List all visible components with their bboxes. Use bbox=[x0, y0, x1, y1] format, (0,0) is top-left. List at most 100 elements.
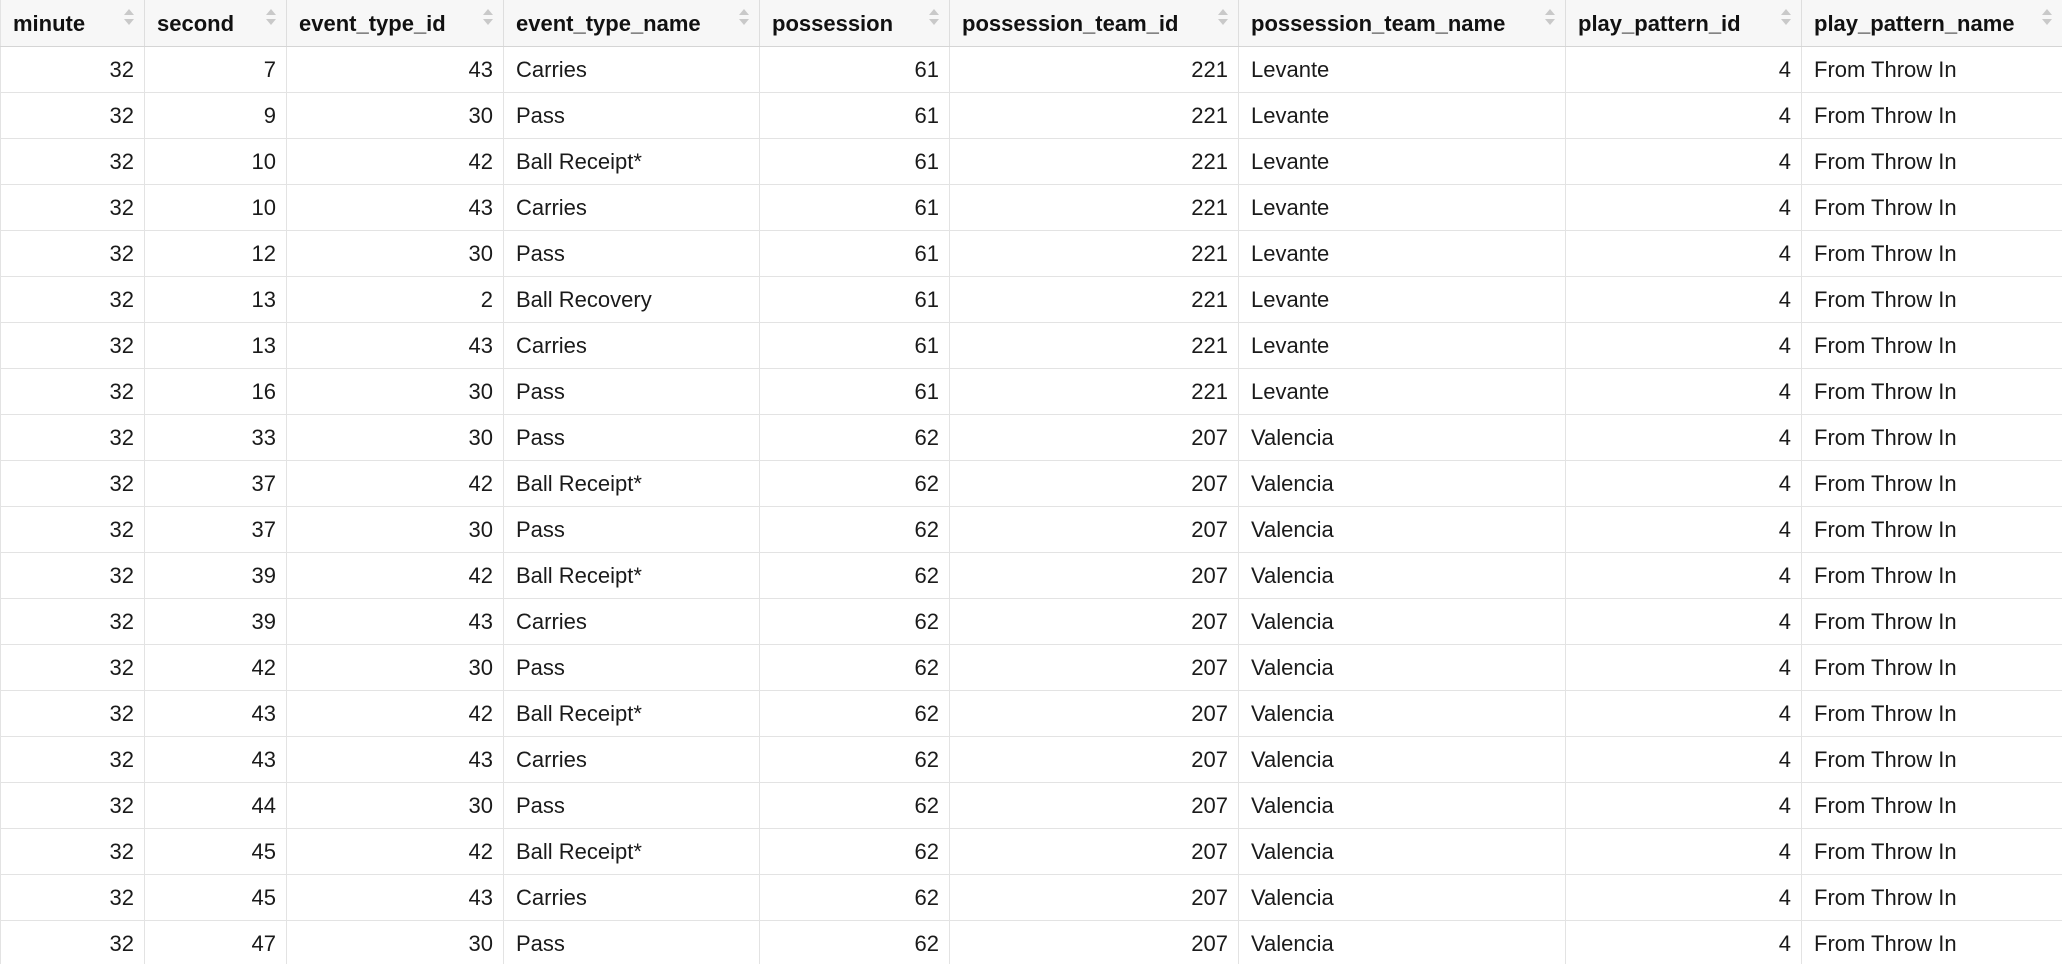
cell-play-pattern-id: 4 bbox=[1565, 322, 1802, 369]
cell-possession-team-id: 207 bbox=[949, 552, 1239, 599]
cell-play-pattern-id: 4 bbox=[1565, 598, 1802, 645]
sort-arrows-icon[interactable] bbox=[929, 9, 939, 33]
cell-play-pattern-id: 4 bbox=[1565, 644, 1802, 691]
cell-possession-team-id: 207 bbox=[949, 644, 1239, 691]
cell-event-type-id: 30 bbox=[286, 230, 504, 277]
cell-possession: 62 bbox=[759, 598, 950, 645]
cell-second: 33 bbox=[144, 414, 287, 461]
cell-event-type-id: 43 bbox=[286, 736, 504, 783]
column-header-possession[interactable]: possession bbox=[759, 0, 950, 47]
sort-arrows-icon[interactable] bbox=[2042, 9, 2052, 33]
table-row: 32 33 30 Pass 62 207 Valencia 4 From Throw In bbox=[0, 414, 2062, 461]
column-header-possession-team-id[interactable]: possession_team_id bbox=[949, 0, 1239, 47]
cell-event-type-name: Pass bbox=[503, 230, 760, 277]
sort-arrows-icon[interactable] bbox=[1781, 9, 1791, 33]
cell-possession-team-name: Levante bbox=[1238, 322, 1566, 369]
cell-possession-team-id: 207 bbox=[949, 460, 1239, 507]
cell-possession-team-name: Levante bbox=[1238, 276, 1566, 323]
column-header-label: possession_team_name bbox=[1251, 10, 1506, 36]
cell-second: 45 bbox=[144, 828, 287, 875]
cell-play-pattern-name: From Throw In bbox=[1801, 276, 2062, 323]
cell-play-pattern-name: From Throw In bbox=[1801, 184, 2062, 231]
cell-second: 13 bbox=[144, 322, 287, 369]
cell-possession: 62 bbox=[759, 782, 950, 829]
column-header-event-type-id[interactable]: event_type_id bbox=[286, 0, 504, 47]
sort-arrows-icon[interactable] bbox=[266, 9, 276, 33]
cell-minute: 32 bbox=[0, 322, 145, 369]
cell-play-pattern-id: 4 bbox=[1565, 368, 1802, 415]
cell-play-pattern-name: From Throw In bbox=[1801, 230, 2062, 277]
sort-arrows-icon[interactable] bbox=[124, 9, 134, 33]
column-header-event-type-name[interactable]: event_type_name bbox=[503, 0, 760, 47]
column-header-minute[interactable]: minute bbox=[0, 0, 145, 47]
column-header-play-pattern-name[interactable]: play_pattern_name bbox=[1801, 0, 2062, 47]
cell-play-pattern-id: 4 bbox=[1565, 690, 1802, 737]
cell-event-type-id: 30 bbox=[286, 506, 504, 553]
cell-possession-team-name: Valencia bbox=[1238, 920, 1566, 964]
cell-event-type-id: 42 bbox=[286, 690, 504, 737]
column-header-possession-team-name[interactable]: possession_team_name bbox=[1238, 0, 1566, 47]
cell-minute: 32 bbox=[0, 368, 145, 415]
table-header: minute second event_type_id event_type_name… bbox=[0, 0, 2062, 47]
cell-second: 7 bbox=[144, 46, 287, 93]
column-header-second[interactable]: second bbox=[144, 0, 287, 47]
cell-event-type-name: Pass bbox=[503, 782, 760, 829]
cell-minute: 32 bbox=[0, 276, 145, 323]
cell-event-type-name: Ball Receipt* bbox=[503, 460, 760, 507]
column-header-label: possession bbox=[772, 10, 894, 36]
sort-arrows-icon[interactable] bbox=[739, 9, 749, 33]
cell-event-type-id: 30 bbox=[286, 368, 504, 415]
cell-possession: 62 bbox=[759, 874, 950, 921]
sort-arrows-icon[interactable] bbox=[483, 9, 493, 33]
table-row: 32 9 30 Pass 61 221 Levante 4 From Throw In bbox=[0, 92, 2062, 139]
cell-play-pattern-id: 4 bbox=[1565, 230, 1802, 277]
cell-second: 10 bbox=[144, 138, 287, 185]
cell-second: 9 bbox=[144, 92, 287, 139]
cell-play-pattern-id: 4 bbox=[1565, 184, 1802, 231]
cell-possession-team-id: 221 bbox=[949, 276, 1239, 323]
cell-possession: 61 bbox=[759, 138, 950, 185]
cell-event-type-name: Pass bbox=[503, 414, 760, 461]
cell-possession-team-id: 207 bbox=[949, 414, 1239, 461]
table-row: 32 44 30 Pass 62 207 Valencia 4 From Throw In bbox=[0, 782, 2062, 829]
sort-arrows-icon[interactable] bbox=[1545, 9, 1555, 33]
cell-event-type-id: 2 bbox=[286, 276, 504, 323]
cell-possession-team-name: Valencia bbox=[1238, 828, 1566, 875]
table-row: 32 37 30 Pass 62 207 Valencia 4 From Throw In bbox=[0, 506, 2062, 553]
table-row: 32 16 30 Pass 61 221 Levante 4 From Throw In bbox=[0, 368, 2062, 415]
cell-possession-team-name: Valencia bbox=[1238, 598, 1566, 645]
table-row: 32 47 30 Pass 62 207 Valencia 4 From Throw In bbox=[0, 920, 2062, 964]
cell-play-pattern-id: 4 bbox=[1565, 276, 1802, 323]
cell-event-type-id: 43 bbox=[286, 598, 504, 645]
cell-possession-team-name: Levante bbox=[1238, 184, 1566, 231]
cell-minute: 32 bbox=[0, 920, 145, 964]
cell-play-pattern-name: From Throw In bbox=[1801, 736, 2062, 783]
cell-possession: 61 bbox=[759, 92, 950, 139]
cell-possession: 61 bbox=[759, 322, 950, 369]
column-header-label: play_pattern_name bbox=[1814, 10, 2015, 36]
cell-possession-team-name: Levante bbox=[1238, 92, 1566, 139]
cell-play-pattern-name: From Throw In bbox=[1801, 460, 2062, 507]
cell-possession-team-name: Valencia bbox=[1238, 874, 1566, 921]
cell-possession-team-name: Valencia bbox=[1238, 414, 1566, 461]
cell-event-type-name: Pass bbox=[503, 368, 760, 415]
cell-play-pattern-name: From Throw In bbox=[1801, 828, 2062, 875]
cell-possession-team-id: 221 bbox=[949, 138, 1239, 185]
cell-event-type-id: 30 bbox=[286, 782, 504, 829]
cell-possession: 62 bbox=[759, 690, 950, 737]
cell-event-type-name: Ball Receipt* bbox=[503, 552, 760, 599]
cell-event-type-id: 43 bbox=[286, 46, 504, 93]
cell-play-pattern-id: 4 bbox=[1565, 506, 1802, 553]
cell-possession-team-name: Valencia bbox=[1238, 552, 1566, 599]
sort-arrows-icon[interactable] bbox=[1218, 9, 1228, 33]
cell-possession-team-id: 221 bbox=[949, 322, 1239, 369]
table-row: 32 43 43 Carries 62 207 Valencia 4 From Throw In bbox=[0, 736, 2062, 783]
table-row: 32 10 43 Carries 61 221 Levante 4 From Throw In bbox=[0, 184, 2062, 231]
column-header-play-pattern-id[interactable]: play_pattern_id bbox=[1565, 0, 1802, 47]
cell-possession: 61 bbox=[759, 276, 950, 323]
cell-play-pattern-name: From Throw In bbox=[1801, 644, 2062, 691]
cell-possession-team-name: Levante bbox=[1238, 230, 1566, 277]
cell-event-type-id: 30 bbox=[286, 920, 504, 964]
cell-possession: 61 bbox=[759, 368, 950, 415]
cell-second: 44 bbox=[144, 782, 287, 829]
